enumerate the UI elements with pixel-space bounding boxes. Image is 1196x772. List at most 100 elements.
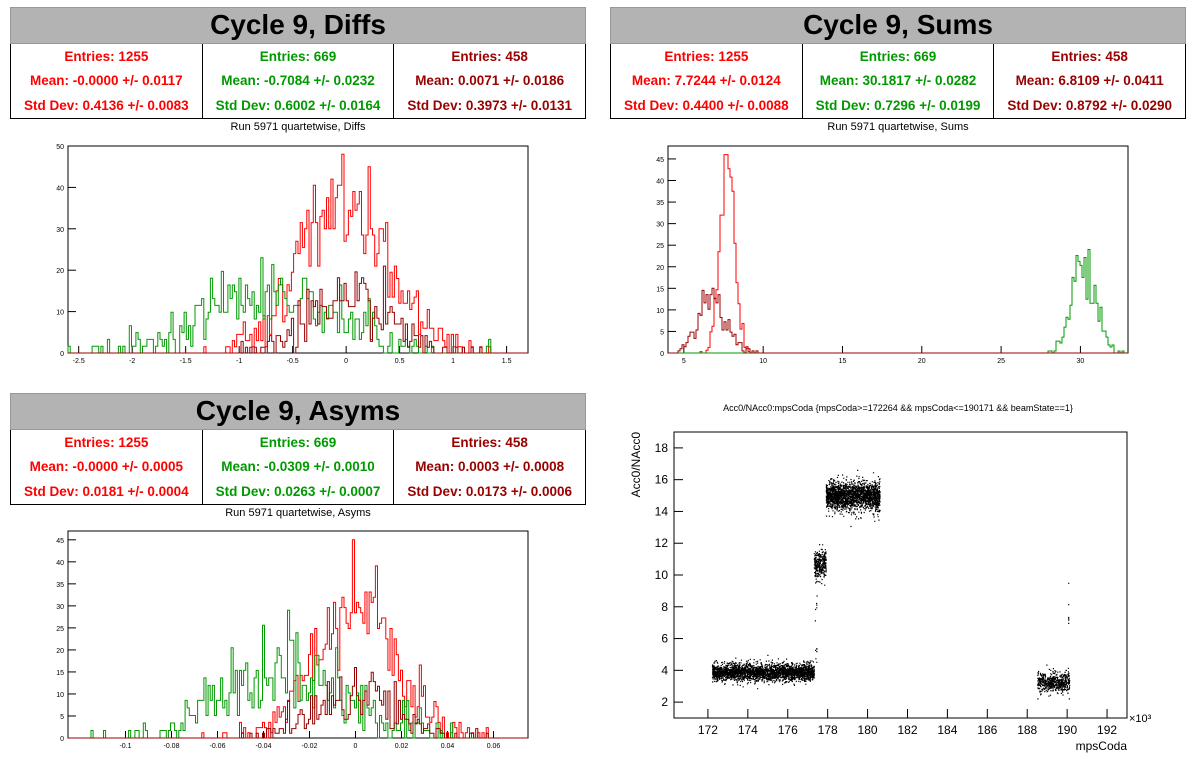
asyms-subtitle: Run 5971 quartetwise, Asyms: [225, 507, 371, 519]
y-tick-label: 25: [656, 243, 664, 250]
sums-stats-box: Entries: 1255 Mean: 7.7244 +/- 0.0124 St…: [610, 44, 1186, 119]
sums-subtitle: Run 5971 quartetwise, Sums: [827, 121, 969, 133]
y-tick-label: 25: [56, 626, 64, 633]
asyms-green-std: Std Dev: 0.0263 +/- 0.0007: [215, 484, 381, 500]
x-tick-label: 190: [1057, 723, 1077, 737]
diffs-red-entries: Entries: 1255: [64, 48, 149, 64]
diffs-darkred-std: Std Dev: 0.3973 +/- 0.0131: [407, 98, 573, 114]
asyms-title: Cycle 9, Asyms: [10, 393, 586, 430]
asyms-red-entries: Entries: 1255: [64, 434, 149, 450]
plot-area: 0 10 20 30 40 50 -2.5 -2 -1.5 -1 -0.5 0 0.5 1 1.5: [56, 144, 529, 365]
diffs-darkred-entries: Entries: 458: [451, 48, 528, 64]
sums-stats-darkred: Entries: 458 Mean: 6.8109 +/- 0.0411 Std…: [994, 44, 1185, 118]
y-tick-label: 50: [56, 144, 64, 151]
diffs-histogram: 0 10 20 30 40 50 -2.5 -2 -1.5 -1 -0.5 0 0.5 1 1.5: [56, 144, 529, 365]
asyms-stats-red: Entries: 1255 Mean: -0.0000 +/- 0.0005 S…: [11, 430, 203, 504]
hist-series-2: [668, 287, 1128, 354]
plot-area: 0 5 10 15 20 25 30 35 40 45 5 10 15 20 25 30: [656, 145, 1129, 365]
x-tick-label: 174: [738, 723, 758, 737]
x-tick-label: 15: [839, 358, 847, 365]
diffs-green-mean: Mean: -0.7084 +/- 0.0232: [221, 73, 375, 89]
y-tick-label: 0: [60, 351, 64, 358]
sums-darkred-std: Std Dev: 0.8792 +/- 0.0290: [1007, 98, 1173, 114]
plot-area: 0 5 10 15 20 25 30 35 40 45 -0.1 -0.08 -0.06 -0.04 -0.…: [56, 530, 529, 750]
y-tick-label: 20: [656, 265, 664, 272]
sums-darkred-mean: Mean: 6.8109 +/- 0.0411: [1015, 73, 1164, 89]
x-tick-label: -0.5: [287, 358, 299, 365]
y-tick-label: 30: [656, 222, 664, 229]
x-tick-label: -2: [129, 358, 135, 365]
x-tick-label: -0.06: [210, 743, 226, 750]
diffs-title: Cycle 9, Diffs: [10, 7, 586, 44]
y-tick-label: 20: [56, 648, 64, 655]
y-tick-label: 40: [56, 560, 64, 567]
x-axis-multiplier: ×10³: [1129, 713, 1152, 725]
x-tick-label: 186: [977, 723, 997, 737]
x-tick-label: -2.5: [73, 358, 85, 365]
diffs-stats-box: Entries: 1255 Mean: -0.0000 +/- 0.0117 S…: [10, 44, 586, 119]
x-tick-label: -1.5: [180, 358, 192, 365]
asyms-stats-darkred: Entries: 458 Mean: 0.0003 +/- 0.0008 Std…: [394, 430, 585, 504]
hist-series-0: [668, 154, 1128, 354]
y-tick-label: 12: [655, 536, 669, 550]
y-tick-label: 35: [56, 582, 64, 589]
scatter-subtitle: Acc0/NAcc0:mpsCoda {mpsCoda>=172264 && m…: [723, 403, 1073, 413]
x-tick-label: 25: [997, 358, 1005, 365]
scatter-points: [711, 469, 1071, 700]
y-tick-label: 0: [660, 351, 664, 358]
x-tick-label: -0.04: [256, 743, 272, 750]
sums-stats-green: Entries: 669 Mean: 30.1817 +/- 0.0282 St…: [803, 44, 995, 118]
x-tick-label: 184: [937, 723, 957, 737]
scatter-plot: 2 4 6 8 10 12 14 16 18 172 174 176 178 180 182 184 186 18…: [629, 431, 1152, 753]
asyms-stats-green: Entries: 669 Mean: -0.0309 +/- 0.0010 St…: [203, 430, 395, 504]
y-tick-label: 10: [56, 310, 64, 317]
x-tick-label: 0.06: [487, 743, 501, 750]
y-tick-label: 20: [56, 268, 64, 275]
sums-darkred-entries: Entries: 458: [1051, 48, 1128, 64]
x-tick-label: 30: [1077, 358, 1085, 365]
y-tick-label: 45: [656, 157, 664, 164]
asyms-green-entries: Entries: 669: [259, 434, 337, 450]
y-tick-label: 8: [661, 600, 668, 614]
x-tick-label: 0.5: [395, 358, 405, 365]
y-tick-label: 5: [60, 714, 64, 721]
x-tick-label: -1: [236, 358, 242, 365]
frame: [667, 145, 1129, 354]
sums-histogram: 0 5 10 15 20 25 30 35 40 45 5 10 15 20 25 30: [656, 145, 1129, 365]
x-tick-label: 176: [778, 723, 798, 737]
x-tick-label: 0.02: [395, 743, 409, 750]
x-tick-label: 20: [918, 358, 926, 365]
frame: [67, 530, 529, 739]
x-tick-label: 1.5: [502, 358, 512, 365]
x-tick-label: 182: [897, 723, 917, 737]
y-tick-label: 15: [656, 286, 664, 293]
diffs-stats-green: Entries: 669 Mean: -0.7084 +/- 0.0232 St…: [203, 44, 395, 118]
asyms-darkred-entries: Entries: 458: [451, 434, 528, 450]
y-tick-label: 45: [56, 538, 64, 545]
x-tick-label: -0.02: [302, 743, 318, 750]
diffs-stats-darkred: Entries: 458 Mean: 0.0071 +/- 0.0186 Std…: [394, 44, 585, 118]
x-tick-label: 0: [344, 358, 348, 365]
sums-title: Cycle 9, Sums: [610, 7, 1186, 44]
hist-series-2: [68, 265, 528, 354]
frame: [67, 145, 529, 354]
asyms-red-mean: Mean: -0.0000 +/- 0.0005: [29, 459, 184, 475]
diffs-stats-red: Entries: 1255 Mean: -0.0000 +/- 0.0117 S…: [11, 44, 203, 118]
x-tick-label: 0.04: [441, 743, 455, 750]
y-tick-label: 0: [60, 736, 64, 743]
asyms-stats-box: Entries: 1255 Mean: -0.0000 +/- 0.0005 S…: [10, 430, 586, 505]
asyms-histogram: 0 5 10 15 20 25 30 35 40 45 -0.1 -0.08 -0.06 -0.04 -0.…: [56, 530, 529, 750]
y-tick-label: 10: [655, 568, 669, 582]
hist-series-1: [67, 257, 528, 354]
scatter-area: 2 4 6 8 10 12 14 16 18 172 174 176 178 180 182 184 186 18…: [629, 431, 1152, 753]
y-tick-label: 6: [661, 632, 668, 646]
y-tick-label: 15: [56, 670, 64, 677]
sums-green-std: Std Dev: 0.7296 +/- 0.0199: [815, 98, 981, 114]
diffs-green-entries: Entries: 669: [259, 48, 337, 64]
x-tick-label: -0.1: [119, 743, 131, 750]
y-tick-label: 2: [661, 695, 668, 709]
diffs-red-mean: Mean: -0.0000 +/- 0.0117: [29, 73, 183, 89]
diffs-darkred-mean: Mean: 0.0071 +/- 0.0186: [415, 73, 565, 89]
y-tick-label: 30: [56, 604, 64, 611]
y-tick-label: 35: [656, 200, 664, 207]
